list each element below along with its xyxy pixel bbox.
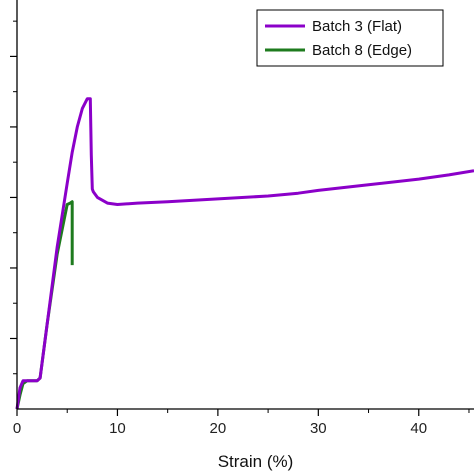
x-tick-label: 40 — [410, 420, 427, 437]
x-tick-label: 30 — [310, 420, 327, 437]
x-tick-label: 10 — [109, 420, 126, 437]
legend: Batch 3 (Flat) Batch 8 (Edge) — [256, 9, 444, 67]
axis-layer: 0 10 20 30 40 — [10, 0, 474, 437]
x-tick-label: 0 — [13, 420, 21, 437]
series-line-2 — [15, 200, 74, 410]
legend-box — [256, 9, 444, 67]
legend-label-2: Batch 8 (Edge) — [312, 42, 412, 59]
series-layer — [15, 97, 474, 410]
legend-label-1: Batch 3 (Flat) — [312, 18, 402, 35]
series-line-1 — [15, 97, 474, 410]
x-tick-label: 20 — [210, 420, 227, 437]
x-axis-title: Strain (%) — [218, 452, 294, 471]
